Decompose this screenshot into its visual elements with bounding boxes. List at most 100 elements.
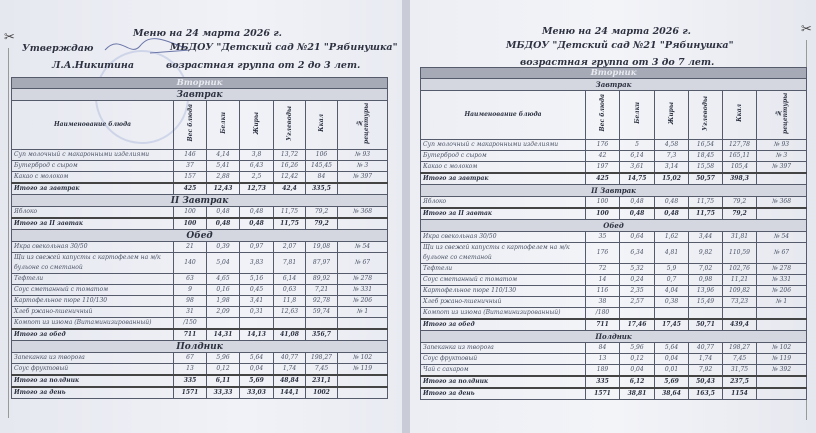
value-cell: 0,48	[654, 196, 689, 209]
dish-name: Итого за полдник	[11, 374, 174, 388]
column-header: Жиры	[239, 100, 274, 150]
value-cell: 6,34	[619, 242, 655, 264]
value-cell: № 93	[755, 139, 808, 151]
section-header: Завтрак	[419, 78, 808, 91]
day-name: Вторник	[419, 67, 808, 79]
value-cell: 1,74	[688, 353, 723, 365]
value-cell: № 1	[336, 306, 389, 318]
value-cell: 9,82	[688, 242, 723, 264]
value-cell: 165,11	[722, 150, 757, 162]
dish-name: Щи из свежей капусты с картофелем на м/к…	[420, 242, 586, 264]
value-cell: 13,72	[273, 149, 306, 161]
value-cell: 5,64	[239, 352, 274, 364]
value-cell	[273, 317, 306, 330]
value-cell: 4,04	[654, 285, 689, 297]
value-cell: № 278	[336, 273, 389, 285]
value-cell: 18,45	[688, 150, 723, 162]
value-cell: № 331	[755, 274, 808, 286]
value-cell: /150	[173, 317, 207, 330]
total-row: Итого за полдник 335 6,11 5,69 48,84 231,1	[11, 374, 389, 388]
value-cell: № 206	[336, 295, 389, 307]
value-cell: 0,48	[239, 206, 274, 219]
value-cell: 197	[585, 161, 620, 174]
value-cell: 0,48	[206, 217, 240, 230]
dish-name: Итого за день	[11, 386, 174, 399]
value-cell: 11,75	[688, 196, 723, 209]
section-title: Завтрак	[419, 78, 808, 91]
total-row: Итого за завтрак 425 14,75 15,02 50,57 398,3	[420, 172, 808, 185]
value-cell: 0,7	[654, 274, 689, 286]
value-cell: 335	[585, 375, 620, 389]
value-cell: 140	[173, 252, 207, 274]
dish-name: Итого за обед	[11, 328, 174, 341]
value-cell: 3,83	[239, 252, 274, 274]
value-cell: 5,69	[239, 374, 274, 388]
value-cell: 4,81	[654, 242, 689, 264]
value-cell: 73,23	[722, 296, 757, 308]
org-name: МБДОУ "Детский сад №21 "Рябинушка"	[170, 42, 398, 53]
org-name: МБДОУ "Детский сад №21 "Рябинушка"	[506, 40, 734, 51]
value-cell: 116	[585, 285, 620, 297]
section-title: Полдник	[419, 330, 808, 343]
value-cell: 711	[173, 328, 207, 341]
table-row: Картофельное пюре 110/130 98 1,98 3,41 11,8 9…	[11, 295, 389, 307]
column-header-label: Углеводы	[702, 95, 709, 131]
dish-name: Бутерброд с сыром	[11, 160, 174, 172]
table-row: Соус сметанный с томатом 9 0,16 0,45 0,63 7,2…	[11, 284, 389, 296]
section-header: Обед	[10, 229, 389, 242]
value-cell: 59,74	[305, 306, 338, 318]
column-header: Ккал	[722, 90, 757, 140]
dish-name: Тефтели	[11, 273, 174, 285]
value-cell: 15,02	[654, 172, 689, 185]
value-cell: 4,65	[206, 273, 240, 285]
value-cell: № 3	[336, 160, 389, 172]
value-cell: 79,2	[305, 206, 338, 219]
value-cell: 356,7	[305, 328, 338, 341]
value-cell: 100	[173, 217, 207, 230]
column-header: Белки	[619, 90, 655, 140]
value-cell: 5,69	[654, 375, 689, 389]
dish-name: Картофельное пюре 110/130	[11, 295, 174, 307]
dish-name: Яблоко	[11, 206, 174, 219]
value-cell: 176	[585, 242, 620, 264]
value-cell: 12,73	[239, 182, 274, 195]
dish-name: Итого за II завтак	[420, 207, 586, 220]
column-headers: Наименование блюда Вес блюда Белки Жиры Угле…	[420, 90, 808, 140]
value-cell: 110,59	[722, 242, 757, 264]
table-row: Яблоко 100 0,48 0,48 11,75 79,2 № 368	[420, 196, 808, 209]
value-cell: 84	[305, 171, 338, 184]
value-cell: 79,2	[722, 196, 757, 209]
value-cell: 9	[173, 284, 207, 296]
value-cell: 3,61	[619, 161, 655, 174]
value-cell: 38	[585, 296, 620, 308]
value-cell: 1,62	[654, 231, 689, 243]
section-title: Обед	[419, 219, 808, 232]
value-cell: 13,96	[688, 285, 723, 297]
menu-title: Меню на 24 марта 2026 г.	[542, 26, 691, 37]
total-row: Итого за II завтак 100 0,48 0,48 11,75 79,2	[420, 207, 808, 220]
value-cell: 0,12	[206, 363, 240, 376]
value-cell: 0,04	[239, 363, 274, 376]
approver-name: Л.А.Никитина	[52, 60, 135, 71]
value-cell: 4,58	[654, 139, 689, 151]
value-cell: 14,13	[239, 328, 274, 341]
day-total-row: Итого за день 1571 38,81 38,64 163,5 1154	[420, 387, 808, 400]
value-cell: 41,08	[273, 328, 306, 341]
table-row: Икра свекольная 30/50 35 0,64 1,62 3,44 31,81…	[420, 231, 808, 243]
total-row: Итого за завтрак 425 12,43 12,73 42,4 335,5	[11, 182, 389, 195]
column-header: Жиры	[654, 90, 689, 140]
value-cell: 7,3	[654, 150, 689, 162]
value-cell: 12,42	[273, 171, 306, 184]
value-cell: 2,57	[619, 296, 655, 308]
value-cell: 439,4	[722, 318, 757, 331]
value-cell: 144,1	[273, 386, 306, 399]
value-cell: 31	[173, 306, 207, 318]
dish-name: Хлеб ржано-пшеничный	[11, 306, 174, 318]
value-cell: 5,64	[654, 342, 689, 354]
value-cell	[336, 217, 389, 230]
value-cell	[722, 307, 757, 320]
value-cell: 35	[585, 231, 620, 243]
table-row: Чай с сахаром 189 0,04 0,01 7,92 31,75 № 392	[420, 364, 808, 377]
total-row: Итого за обед 711 14,31 14,13 41,08 356,7	[11, 328, 389, 341]
value-cell: 89,92	[305, 273, 338, 285]
